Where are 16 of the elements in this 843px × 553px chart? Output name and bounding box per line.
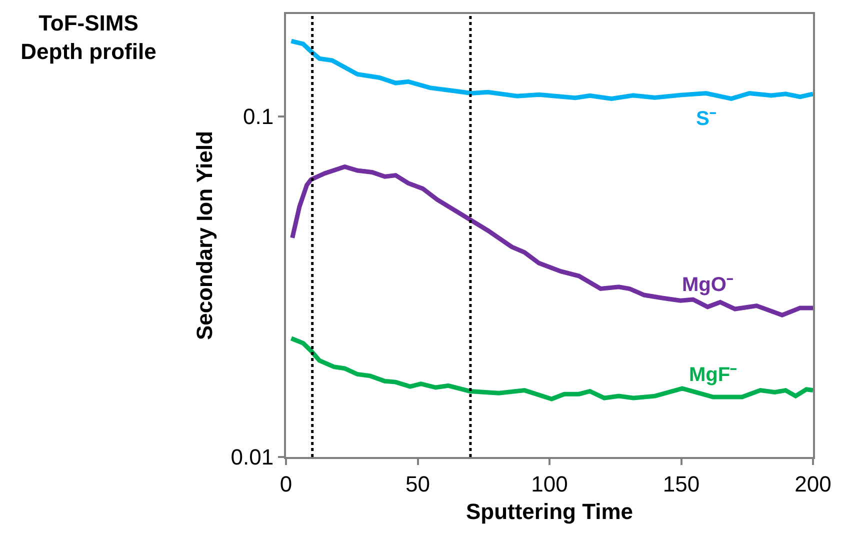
x-tick-label: 100: [531, 471, 568, 496]
line-series: [289, 336, 813, 402]
series-label: S⁻: [696, 108, 716, 130]
line-series: [290, 164, 813, 318]
line-series: [289, 38, 813, 101]
y-tick-label: 0.1: [243, 104, 274, 130]
x-axis-title: Sputtering Time: [466, 498, 634, 524]
x-tick-label: 50: [406, 471, 430, 496]
series-label: MgO⁻: [682, 274, 734, 296]
y-axis-title: Secondary Ion Yield: [192, 130, 218, 340]
text: ToF-SIMS Depth profile: [20, 10, 156, 64]
series-label: MgF⁻: [689, 364, 738, 386]
y-tick-label: 0.01: [230, 444, 274, 470]
x-tick-label: 150: [662, 471, 700, 496]
x-tick-label: 200: [794, 471, 832, 496]
x-tick-label: 0: [280, 471, 292, 496]
